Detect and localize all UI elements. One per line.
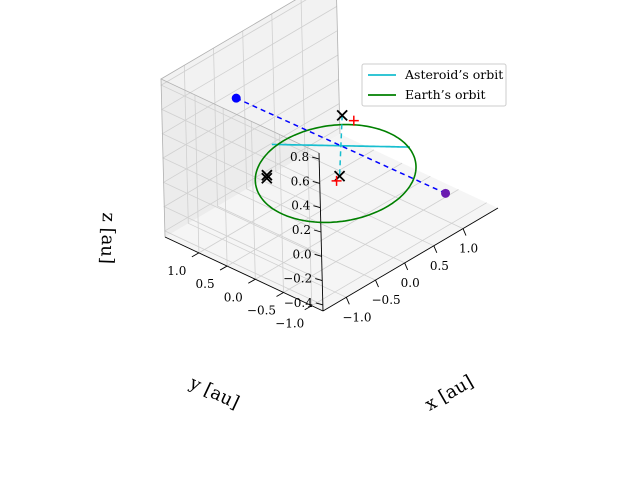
pane-right-edge <box>336 0 341 135</box>
x-tick-1 <box>375 279 379 288</box>
axes-edges <box>160 0 341 238</box>
z-tick-label: 0.0 <box>293 247 312 261</box>
x-tick-0 <box>345 297 350 305</box>
z-tick-4 <box>313 205 321 209</box>
y-tick-3 <box>219 265 228 271</box>
orbit-1 <box>254 123 417 224</box>
y-tick-label: −1.0 <box>275 317 304 331</box>
axes-ticks: −1.0−0.50.00.51.0−1.0−0.50.00.51.0−0.4−0… <box>164 150 499 331</box>
z-tick-1 <box>315 278 323 282</box>
z-tick-label: 0.2 <box>292 223 311 237</box>
z-tick-2 <box>314 253 322 257</box>
z-tick-label: −0.4 <box>284 296 314 310</box>
x-marker-stroke <box>261 172 273 184</box>
z-tick-6 <box>312 156 320 160</box>
y-tick-label: −0.5 <box>247 304 276 318</box>
markers-layer <box>231 93 451 198</box>
perihelion-point <box>441 188 451 198</box>
x-tick-label: 0.0 <box>401 276 420 290</box>
y-tick-4 <box>191 252 200 258</box>
y-tick-2 <box>248 278 256 284</box>
legend-box <box>361 63 507 107</box>
grid-x-0 <box>183 65 347 298</box>
grid-x-1 <box>213 48 376 281</box>
z-tick-label: 0.6 <box>291 174 310 188</box>
x-tick-label: 1.0 <box>459 242 478 256</box>
cross-bottom <box>336 109 348 122</box>
y-tick-0 <box>304 305 312 311</box>
major-axis <box>235 97 446 195</box>
aphelion-point <box>231 93 241 103</box>
cross-middle-2 <box>261 169 273 181</box>
y-tick-1 <box>276 292 284 297</box>
x-tick-label: −1.0 <box>342 310 371 324</box>
x-tick-2 <box>404 262 409 271</box>
y-tick-label: 0.5 <box>196 277 215 291</box>
grid-x-4 <box>300 0 464 229</box>
x-marker-stroke <box>336 109 348 122</box>
x-tick-4 <box>462 228 467 236</box>
z-tick-3 <box>313 229 322 233</box>
z-tick-5 <box>312 180 320 184</box>
y-axis-line <box>164 236 324 312</box>
x-axis-label: x [au] <box>421 371 477 415</box>
legend-label-earth: Earth’s orbit <box>405 87 486 102</box>
plus-top <box>331 175 342 186</box>
z-axis-label: z [au] <box>96 212 119 264</box>
x-tick-label: −0.5 <box>372 293 401 307</box>
plus-bottom <box>348 115 359 126</box>
grid-x-2 <box>242 30 405 264</box>
z-tick-label: 0.4 <box>291 199 310 213</box>
grid-x-3 <box>271 13 434 247</box>
x-tick-3 <box>433 245 438 253</box>
orbit-0 <box>271 143 410 148</box>
z-tick-label: −0.2 <box>283 272 312 286</box>
node-line <box>338 115 343 177</box>
cross-middle-1 <box>261 172 273 184</box>
y-tick-label: 0.0 <box>224 290 243 304</box>
series-layer <box>235 97 446 224</box>
legend-label-asteroid: Asteroid’s orbit <box>404 67 503 82</box>
y-tick-label: 1.0 <box>167 264 186 278</box>
pane-corner-edge <box>160 78 166 238</box>
z-tick-label: 0.8 <box>290 150 309 164</box>
y-axis-label: y [au] <box>185 372 242 414</box>
legend: Asteroid’s orbit Earth’s orbit <box>361 63 507 107</box>
x-axis-line <box>322 207 499 312</box>
x-tick-label: 0.5 <box>430 259 449 273</box>
z-tick-0 <box>315 302 323 306</box>
x-marker-stroke <box>261 169 273 181</box>
